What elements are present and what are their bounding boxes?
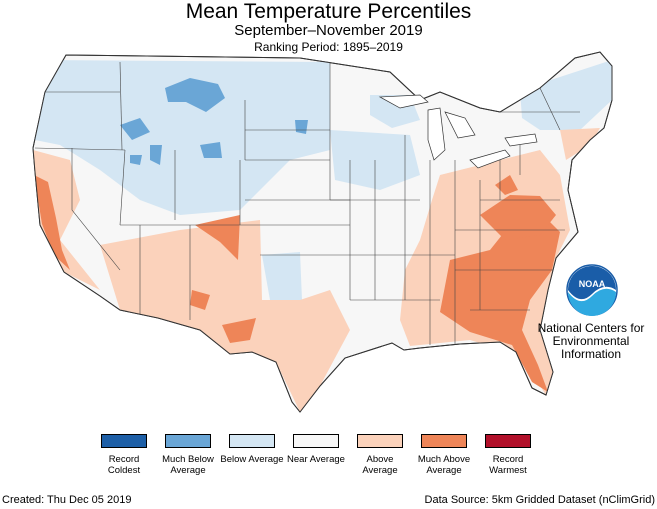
data-source: Data Source: 5km Gridded Dataset (nClimG…	[424, 494, 655, 506]
legend-swatch	[421, 434, 467, 448]
us-border	[32, 51, 613, 413]
map-title: Mean Temperature Percentiles	[185, 0, 472, 23]
map-subtitle: September–November 2019	[234, 22, 423, 39]
legend-label: Much Below Average	[162, 454, 214, 476]
legend-label: Much Above Average	[417, 454, 471, 476]
state-boundaries	[34, 61, 580, 345]
legend-swatch	[485, 434, 531, 448]
legend-item: Near Average	[284, 434, 348, 465]
legend-label: Below Average	[220, 454, 284, 465]
much-above-average-regions	[34, 175, 560, 392]
legend-item: Record Warmest	[476, 434, 540, 476]
legend-swatch	[101, 434, 147, 448]
legend-swatch	[229, 434, 275, 448]
legend-swatch	[293, 434, 339, 448]
noaa-logo: NOAA	[566, 264, 618, 316]
legend-label: Record Warmest	[489, 454, 527, 476]
legend-swatch	[165, 434, 211, 448]
legend-label: Above Average	[362, 454, 398, 476]
ncei-caption: National Centers for Environmental Infor…	[537, 321, 645, 361]
legend-label: Near Average	[287, 454, 345, 465]
much-below-average-regions	[120, 78, 308, 165]
us-temperature-map	[32, 51, 613, 413]
noaa-logo-text: NOAA	[579, 279, 606, 289]
legend-swatch	[357, 434, 403, 448]
legend-item: Much Above Average	[412, 434, 476, 476]
legend-label: Record Coldest	[107, 454, 141, 476]
ranking-period: Ranking Period: 1895–2019	[254, 40, 403, 54]
legend-item: Below Average	[220, 434, 284, 465]
legend-item: Above Average	[348, 434, 412, 476]
legend-item: Much Below Average	[156, 434, 220, 476]
great-lakes	[378, 94, 538, 169]
created-date: Created: Thu Dec 05 2019	[2, 494, 132, 506]
legend-item: Record Coldest	[92, 434, 156, 476]
legend: Record Coldest Much Below Average Below Av…	[92, 434, 542, 494]
